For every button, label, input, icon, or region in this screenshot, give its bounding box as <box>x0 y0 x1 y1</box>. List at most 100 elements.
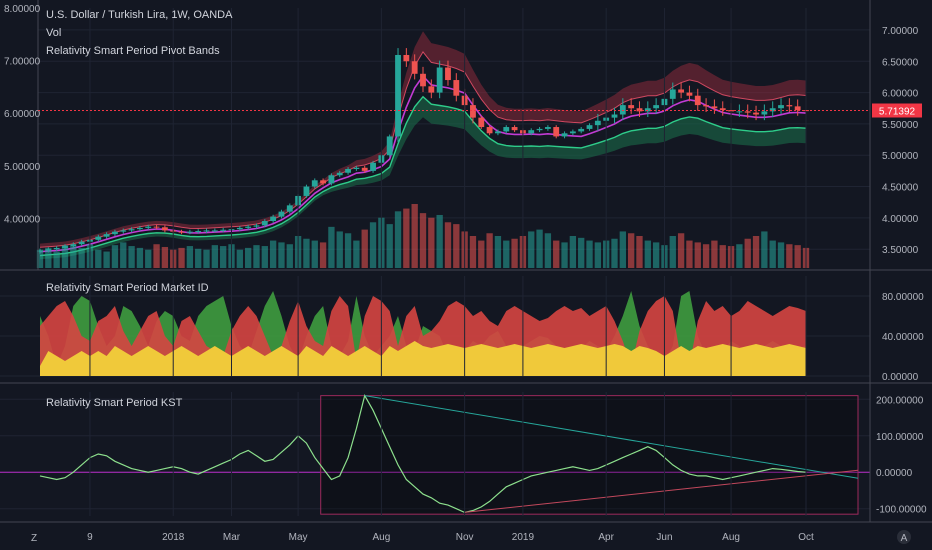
candle-body <box>761 111 768 115</box>
volume-bar <box>444 222 452 268</box>
candle-body <box>703 105 710 107</box>
candle-body <box>336 172 343 176</box>
volume-bar <box>386 224 393 268</box>
market-id-axis[interactable]: 0.00000 40.00000 80.00000 <box>882 292 924 383</box>
candle-body <box>611 114 618 118</box>
volume-bar <box>719 245 726 268</box>
candle-body <box>553 127 560 137</box>
right-axis-tick: 5.00000 <box>882 151 919 162</box>
time-axis-tick: Aug <box>372 532 390 543</box>
volume-bar <box>652 242 660 268</box>
candle-body <box>694 95 701 106</box>
volume-bar <box>744 238 751 268</box>
market-id-tick: 0.00000 <box>882 372 919 383</box>
volume-bar <box>436 214 443 268</box>
volume-bar <box>111 245 119 268</box>
right-axis-tick: 7.00000 <box>882 26 919 37</box>
candle-body <box>53 247 60 250</box>
kst-range-box <box>320 395 859 515</box>
candle-body <box>361 167 368 171</box>
candle-body <box>786 105 793 107</box>
volume-bar <box>78 247 85 268</box>
time-axis[interactable]: 9 2018 Mar May Aug Nov 2019 Apr Jun Aug Oct <box>87 8 814 543</box>
volume-bar <box>528 231 535 268</box>
volume-bar <box>511 238 518 268</box>
volume-bar <box>411 204 418 268</box>
time-axis-tick: May <box>289 532 308 543</box>
candle-body <box>320 180 327 184</box>
volume-bar <box>344 233 352 268</box>
volume-bar <box>544 233 552 268</box>
volume-bar <box>419 213 427 268</box>
volume-bar <box>627 233 635 268</box>
right-axis-tick: 6.50000 <box>882 57 919 68</box>
volume-bar <box>269 240 277 268</box>
left-axis-tick: 7.00000 <box>4 57 41 68</box>
candle-body <box>411 61 418 74</box>
candle-body <box>128 229 135 231</box>
right-price-axis[interactable]: 3.50000 4.00000 4.50000 5.00000 5.50000 6.000… <box>882 26 919 256</box>
auto-scale-glyph[interactable]: A <box>901 533 908 544</box>
volume-bar <box>561 242 568 268</box>
kst-axis[interactable]: -100.00000 0.00000 100.00000 200.00000 <box>876 395 927 515</box>
candle-body <box>594 120 601 126</box>
volume-bar <box>494 236 502 268</box>
volume-bar <box>594 242 602 268</box>
candle-body <box>95 236 102 240</box>
left-price-axis[interactable]: 4.00000 5.00000 6.00000 7.00000 8.00000 <box>4 4 41 225</box>
time-axis-tick: Mar <box>223 532 241 543</box>
volume-bar <box>178 247 185 268</box>
volume-bar <box>394 211 402 268</box>
candle-body <box>303 186 310 196</box>
volume-bar <box>186 246 194 268</box>
candle-body <box>220 229 227 231</box>
candle-body <box>744 111 751 113</box>
volume-bar <box>53 251 60 268</box>
kst-line <box>39 394 807 514</box>
candle-body <box>794 106 801 111</box>
volume-bar <box>103 251 110 268</box>
kst-tick: 0.00000 <box>876 468 913 479</box>
candle-body <box>678 89 685 93</box>
volume-bar <box>769 240 776 268</box>
time-axis-tick: Apr <box>598 532 614 543</box>
volume-bar <box>536 229 543 268</box>
volume-bar <box>586 240 593 268</box>
volume-legend[interactable]: Vol <box>46 27 61 39</box>
candle-body <box>203 230 210 232</box>
market-id-tick: 40.00000 <box>882 332 924 343</box>
auto-scale-button-bg[interactable] <box>897 530 911 544</box>
symbol-title[interactable]: U.S. Dollar / Turkish Lira, 1W, OANDA <box>46 9 233 21</box>
volume-bar <box>686 240 693 268</box>
volume-bar <box>136 247 144 268</box>
market-id-legend[interactable]: Relativity Smart Period Market ID <box>46 282 209 294</box>
last-price-badge <box>872 103 922 118</box>
kst-pane[interactable] <box>0 394 870 515</box>
kst-trendline-lower <box>464 469 859 513</box>
volume-bar <box>261 246 268 268</box>
pivot-bands-legend[interactable]: Relativity Smart Period Pivot Bands <box>46 45 220 57</box>
candle-body <box>470 105 476 118</box>
candle-body <box>536 128 543 131</box>
volume-bar <box>669 236 676 268</box>
volume-bar <box>677 233 685 268</box>
timezone-glyph[interactable]: Z <box>31 533 37 544</box>
volume-bar <box>711 240 718 268</box>
candle-body <box>736 111 743 113</box>
volume-bar <box>553 240 560 268</box>
candle-body <box>544 127 551 129</box>
volume-bar <box>161 246 169 268</box>
candle-body <box>619 105 626 115</box>
candle-body <box>719 108 726 111</box>
candle-body <box>345 169 351 173</box>
kst-legend[interactable]: Relativity Smart Period KST <box>46 397 183 409</box>
candle-body <box>211 230 218 232</box>
candle-body <box>669 89 676 99</box>
candle-body <box>486 127 493 134</box>
volume-bar <box>95 249 102 268</box>
volume-bar <box>619 231 626 268</box>
volume-bar <box>503 240 510 268</box>
time-axis-tick: Oct <box>798 532 814 543</box>
candle-body <box>644 108 651 112</box>
